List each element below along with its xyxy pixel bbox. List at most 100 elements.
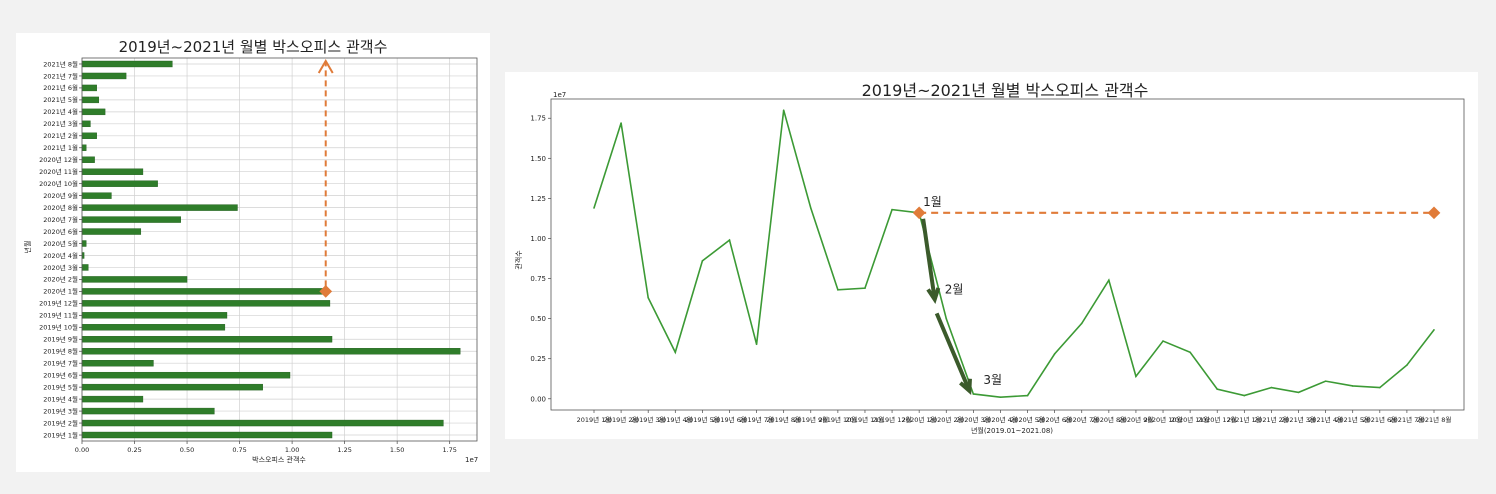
bar xyxy=(81,96,100,104)
line-x-tick-label: 2020년 12월 xyxy=(1198,415,1237,424)
line-chart: 2019년~2021년 월별 박스오피스 관객수 1e7 0.00 0.25 0.5… xyxy=(514,81,1465,435)
line-point xyxy=(864,287,866,289)
line-x-tick-label: 2021년 5월 xyxy=(1335,415,1370,424)
bar-chart-panel: 2019년~2021년 월별 박스오피스 관객수 2019년 1월 2019년 2… xyxy=(16,33,490,472)
line-y-tick-label: 0.50 xyxy=(530,315,546,323)
bar-x-tick-label: 1.75 xyxy=(442,446,456,454)
line-point xyxy=(837,288,839,291)
bar-y-tick-label: 2021년 5월 xyxy=(43,95,78,104)
bar xyxy=(81,204,238,211)
line-x-tick-label: 2020년 11월 xyxy=(1171,415,1210,424)
bar xyxy=(81,180,158,187)
line-chart-y-label: 관객수 xyxy=(514,250,523,270)
bar-y-tick-label: 2019년 7월 xyxy=(43,359,78,368)
bar-y-tick-label: 2019년 8월 xyxy=(43,347,78,356)
bar-y-tick-label: 2021년 2월 xyxy=(43,131,78,140)
line-point xyxy=(1270,386,1273,389)
bar xyxy=(81,312,228,319)
line-y-tick-label: 1.75 xyxy=(530,115,546,123)
bar xyxy=(81,108,106,116)
bar-y-tick-label: 2020년 8월 xyxy=(43,203,78,212)
line-point xyxy=(1026,394,1029,397)
line-annotation-arrowhead xyxy=(926,287,941,304)
bar xyxy=(81,156,95,163)
line-point xyxy=(1433,329,1435,331)
bar xyxy=(81,192,112,199)
bar-chart-frame xyxy=(81,57,478,442)
line-point xyxy=(972,393,975,395)
bar xyxy=(81,324,226,331)
line-point xyxy=(1135,375,1137,378)
bar xyxy=(81,228,142,235)
line-x-tick-label: 2019년 4월 xyxy=(658,415,693,424)
line-x-tick-label: 2019년 3월 xyxy=(631,415,666,424)
bar-x-tick-label: 1.50 xyxy=(390,446,404,454)
line-x-tick-label: 2020년 2월 xyxy=(929,415,964,424)
line-point xyxy=(755,343,758,346)
bar-chart-bars xyxy=(81,60,461,439)
bar-y-tick-label: 2020년 12월 xyxy=(39,155,78,164)
bar-y-tick-label: 2021년 7월 xyxy=(43,71,78,80)
line-y-tick-label: 1.50 xyxy=(530,155,546,163)
bar xyxy=(81,407,215,415)
bar-y-tick-label: 2019년 2월 xyxy=(43,418,78,427)
line-x-tick-label: 2019년 7월 xyxy=(739,415,774,424)
bar-chart-title: 2019년~2021년 월별 박스오피스 관객수 xyxy=(119,38,388,56)
line-point xyxy=(1324,380,1327,382)
bar xyxy=(81,288,326,295)
line-y-tick-label: 0.25 xyxy=(530,355,546,363)
line-x-tick-label: 2020년 5월 xyxy=(1010,415,1045,424)
bar-y-tick-label: 2019년 5월 xyxy=(43,382,78,391)
line-x-tick-label: 2021년 1월 xyxy=(1227,415,1262,424)
line-x-tick-label: 2021년 2월 xyxy=(1254,415,1289,424)
bar-y-tick-label: 2020년 11월 xyxy=(39,167,78,176)
bar-y-tick-label: 2019년 6월 xyxy=(43,370,78,379)
line-x-tick-label: 2019년 12월 xyxy=(873,415,912,424)
bar-y-tick-label: 2021년 6월 xyxy=(43,83,78,92)
line-point xyxy=(1406,364,1408,366)
line-y-tick-label: 0.75 xyxy=(530,275,546,283)
line-chart-annotations: 1월 2월 3월 xyxy=(593,109,1441,398)
bar xyxy=(81,371,291,379)
line-annotation-marker xyxy=(1427,206,1441,220)
line-point xyxy=(1162,340,1164,342)
bar xyxy=(81,144,87,151)
bar-y-tick-label: 2020년 5월 xyxy=(43,239,78,248)
bar xyxy=(81,395,144,403)
bar-chart-offset-label: 1e7 xyxy=(465,456,478,464)
bar-x-tick-label: 0.50 xyxy=(180,446,194,454)
bar-chart-annotation xyxy=(317,59,334,298)
bar-y-tick-label: 2020년 9월 xyxy=(43,191,78,200)
line-point xyxy=(1108,279,1110,281)
line-chart-series xyxy=(593,110,1435,398)
bar-y-tick-label: 2019년 11월 xyxy=(39,311,78,320)
bar xyxy=(81,348,461,355)
bar-chart-x-label: 박스오피스 관객수 xyxy=(252,455,306,464)
line-annotation-arrowhead xyxy=(959,378,972,395)
bar xyxy=(81,60,173,68)
bar-chart: 2019년~2021년 월별 박스오피스 관객수 2019년 1월 2019년 2… xyxy=(23,38,478,464)
bar-y-tick-label: 2020년 1월 xyxy=(43,287,78,296)
line-point xyxy=(1243,394,1246,397)
line-y-tick-label: 1.25 xyxy=(530,195,546,203)
line-point xyxy=(1216,388,1219,390)
bar xyxy=(81,84,97,92)
line-x-tick-label: 2019년 9월 xyxy=(793,415,828,424)
line-x-tick-label: 2019년 5월 xyxy=(685,415,720,424)
line-chart-y-ticks: 0.00 0.25 0.50 0.75 1.00 1.25 1.50 1.75 xyxy=(530,115,551,403)
bar-chart-y-ticks: 2019년 1월 2019년 2월 2019년 3월 2019년 4월 2019년 5월… xyxy=(39,59,82,439)
bar xyxy=(81,216,181,223)
line-annotation-label: 3월 xyxy=(983,373,1002,387)
line-y-tick-label: 1.00 xyxy=(530,235,546,243)
bar-y-tick-label: 2019년 4월 xyxy=(43,394,78,403)
line-annotation-label: 2월 xyxy=(945,282,964,296)
line-point xyxy=(891,208,893,211)
line-x-tick-label: 2020년 4월 xyxy=(983,415,1018,424)
bar-y-tick-label: 2020년 3월 xyxy=(43,263,78,272)
line-x-tick-label: 2021년 6월 xyxy=(1362,415,1397,424)
bar-y-tick-label: 2019년 9월 xyxy=(43,335,78,344)
line-x-tick-label: 2021년 8월 xyxy=(1417,415,1452,424)
line-y-tick-label: 0.00 xyxy=(530,395,546,403)
line-x-tick-label: 2020년 7월 xyxy=(1064,415,1099,424)
